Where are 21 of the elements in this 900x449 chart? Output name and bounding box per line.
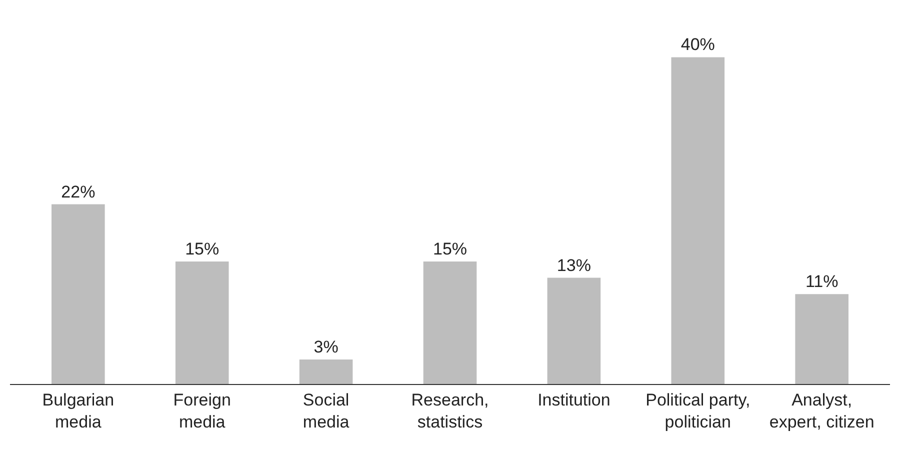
data-label: 40%: [680, 35, 715, 54]
data-label: 11%: [805, 272, 838, 292]
data-label: 13%: [556, 256, 591, 275]
x-tick-label: Institution: [538, 390, 610, 410]
data-label: 22%: [61, 182, 96, 202]
bar: [52, 204, 105, 384]
data-label: 15%: [432, 239, 468, 258]
data-label: 15%: [185, 239, 220, 258]
data-label: 3%: [314, 337, 338, 356]
bar: [175, 261, 229, 384]
x-tick-label: Research, statistics: [411, 390, 489, 432]
x-tick-label: Foreign media: [173, 390, 231, 432]
bar: [299, 359, 353, 384]
bar: [671, 57, 725, 384]
bar: [795, 294, 848, 384]
x-tick-label: Bulgarian media: [42, 390, 114, 432]
x-tick-label: Analyst, expert, citizen: [769, 390, 874, 432]
x-tick-label: Political party, politician: [646, 390, 750, 432]
x-tick-label: Social media: [302, 390, 350, 432]
bar: [423, 261, 477, 384]
bar: [547, 278, 601, 384]
